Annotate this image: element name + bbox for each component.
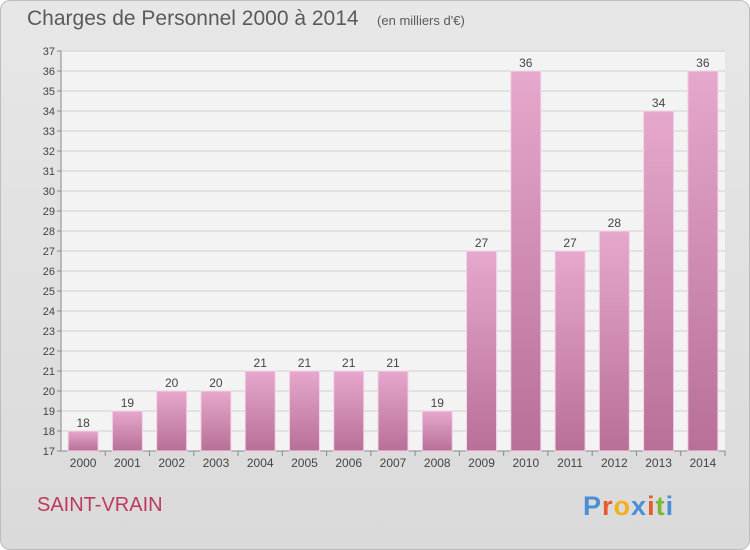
- x-tick-label-2001: 2001: [114, 456, 141, 470]
- bar-2006: [333, 370, 365, 452]
- logo-letter: t: [655, 491, 666, 521]
- commune-name: SAINT-VRAIN: [37, 494, 163, 516]
- value-label-2013: 34: [652, 96, 666, 110]
- x-tick-label-2000: 2000: [70, 456, 97, 470]
- y-tick-label-33: 33: [43, 126, 55, 138]
- bar-2013: [643, 110, 675, 452]
- y-tick-label-20: 20: [43, 386, 55, 398]
- y-tick-label-21: 21: [43, 366, 55, 378]
- bar-2008: [421, 410, 453, 452]
- y-tick-label-19: 19: [43, 406, 55, 418]
- value-label-2012: 28: [608, 216, 622, 230]
- value-label-2002: 20: [165, 376, 179, 390]
- y-tick-label-26: 26: [43, 266, 55, 278]
- x-tick-label-2002: 2002: [158, 456, 185, 470]
- x-tick-label-2004: 2004: [247, 456, 274, 470]
- bar-2010: [510, 70, 542, 452]
- bar-2014: [687, 70, 719, 452]
- bar-2011: [554, 250, 586, 452]
- y-tick-label-32: 32: [43, 146, 55, 158]
- x-tick-label-2005: 2005: [291, 456, 318, 470]
- bar-2002: [156, 390, 188, 452]
- value-label-2007: 21: [386, 356, 400, 370]
- bar-2007: [377, 370, 409, 452]
- label-layer: 18 2000 19 2001 20 2002 20 2003 21 2004 21 2005 21 20…: [70, 56, 717, 470]
- x-tick-label-2008: 2008: [424, 456, 451, 470]
- axis-layer: 17 18 19 20 21 22 23 24 25 26 27 28 29 30 31 32 33 34 35 36…: [43, 46, 726, 458]
- value-label-2000: 18: [76, 416, 90, 430]
- value-label-2008: 19: [431, 396, 445, 410]
- y-tick-label-29: 29: [43, 206, 55, 218]
- value-label-2014: 36: [696, 56, 710, 70]
- bar-2009: [466, 250, 498, 452]
- value-label-2011: 27: [563, 236, 577, 250]
- logo-letter: r: [602, 491, 614, 521]
- logo-letter: P: [583, 491, 603, 521]
- value-label-2001: 19: [121, 396, 135, 410]
- bar-2001: [111, 410, 143, 452]
- y-tick-label-31: 31: [43, 166, 55, 178]
- x-tick-label-2013: 2013: [645, 456, 672, 470]
- logo-letter: i: [647, 491, 656, 521]
- y-tick-label-30: 30: [43, 186, 55, 198]
- y-tick-label-25: 25: [43, 286, 55, 298]
- bar-2000: [67, 430, 99, 452]
- x-tick-label-2010: 2010: [512, 456, 539, 470]
- value-label-2010: 36: [519, 56, 533, 70]
- y-tick-label-23: 23: [43, 326, 55, 338]
- y-tick-label-34: 34: [43, 106, 55, 118]
- value-label-2005: 21: [298, 356, 312, 370]
- x-tick-label-2009: 2009: [468, 456, 495, 470]
- logo-letter: x: [631, 491, 648, 521]
- bar-2003: [200, 390, 232, 452]
- bar-2004: [244, 370, 276, 452]
- x-tick-label-2011: 2011: [557, 456, 583, 470]
- value-label-2006: 21: [342, 356, 356, 370]
- x-tick-label-2003: 2003: [203, 456, 230, 470]
- y-tick-label-36: 36: [43, 66, 55, 78]
- y-tick-label-35: 35: [43, 86, 55, 98]
- y-tick-label-28: 28: [43, 226, 55, 238]
- bar-2012: [598, 230, 630, 452]
- value-label-2009: 27: [475, 236, 489, 250]
- bar-layer: [67, 70, 719, 452]
- proxiti-logo: Proxiti: [583, 491, 674, 522]
- y-tick-label-18: 18: [43, 426, 55, 438]
- bar-2005: [288, 370, 320, 452]
- y-tick-label-17: 17: [43, 446, 55, 458]
- value-label-2004: 21: [254, 356, 268, 370]
- title-block: Charges de Personnel 2000 à 2014 (en mil…: [27, 7, 465, 31]
- x-tick-label-2007: 2007: [380, 456, 407, 470]
- x-tick-label-2014: 2014: [690, 456, 717, 470]
- y-tick-label-22: 22: [43, 346, 55, 358]
- chart-title: Charges de Personnel 2000 à 2014: [27, 7, 359, 30]
- x-tick-label-2012: 2012: [601, 456, 628, 470]
- chart-subtitle: (en milliers d'€): [377, 13, 465, 28]
- logo-letter: i: [665, 491, 675, 521]
- logo-letter: o: [613, 491, 632, 521]
- x-tick-label-2006: 2006: [335, 456, 362, 470]
- y-tick-label-24: 24: [43, 306, 55, 318]
- y-tick-label-37: 37: [43, 46, 55, 58]
- value-label-2003: 20: [209, 376, 223, 390]
- y-tick-label-27: 27: [43, 246, 55, 258]
